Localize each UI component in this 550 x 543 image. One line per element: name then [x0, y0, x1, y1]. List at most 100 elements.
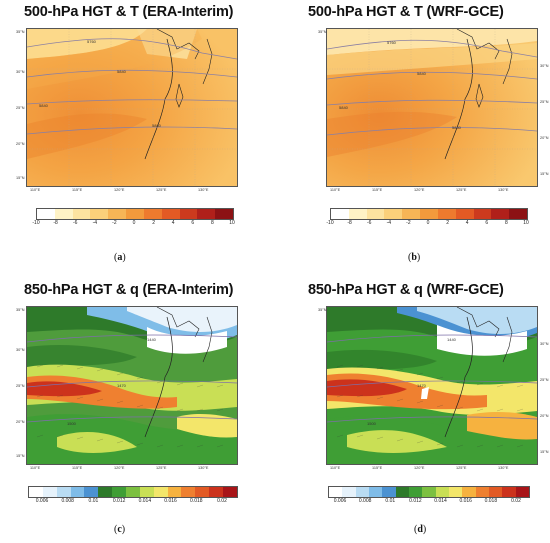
lon-label: 110°E [330, 188, 341, 192]
colorbar-swatch [29, 487, 43, 497]
colorbar-tick-label: -4 [92, 220, 98, 226]
lat-label: 35°N [16, 30, 25, 34]
colorbar-tick-label: 0.01 [88, 498, 99, 504]
colorbar-swatch [435, 487, 449, 497]
colorbar-swatch [72, 209, 91, 219]
colorbar-swatch [223, 487, 237, 497]
lon-label: 130°E [498, 466, 509, 470]
colorbar-swatch [139, 487, 154, 497]
panel-caption: (c) [114, 524, 126, 535]
contour-label: 5840 [417, 71, 427, 76]
colorbar-swatch [491, 209, 510, 219]
map-500hpa-era: 5760 5840 5840 5880 [26, 28, 238, 187]
lat-label: 20°N [16, 142, 25, 146]
colorbar-swatch [98, 487, 113, 497]
lon-label: 120°E [414, 466, 425, 470]
panel-caption: (a) [114, 252, 126, 263]
colorbar-tick-label: 0.018 [484, 498, 498, 504]
panel-d: 850-hPa HGT & q (WRF-GCE) [308, 282, 548, 542]
contour-label: 1440 [147, 337, 157, 342]
colorbar-tick-label: 0.014 [434, 498, 447, 504]
lat-label: 35°N [16, 308, 25, 312]
panel-title: 500-hPa HGT & T (ERA-Interim) [24, 4, 234, 20]
lat-label: 30°N [540, 64, 549, 68]
contour-label: 5880 [152, 123, 162, 128]
contour-label: 1440 [447, 337, 457, 342]
lat-label: 25°N [540, 100, 549, 104]
contour-label: 1470 [417, 383, 427, 388]
colorbar-swatch [195, 487, 210, 497]
lat-label: 20°N [540, 414, 549, 418]
lat-label: 15°N [540, 172, 549, 176]
colorbar-swatch [56, 487, 71, 497]
colorbar-swatch [382, 487, 396, 497]
lat-label: 30°N [16, 70, 25, 74]
colorbar-swatch [368, 487, 383, 497]
colorbar-tick-label: 0.008 [358, 498, 372, 504]
contour-label: 5760 [387, 40, 397, 45]
colorbar-swatch [462, 487, 476, 497]
lat-label: 20°N [16, 420, 25, 424]
temperature-field: 5760 5840 5840 5880 [27, 29, 237, 186]
map-500hpa-wrf: 5760 5840 5840 5880 [326, 28, 538, 187]
colorbar-swatch [153, 487, 168, 497]
colorbar-swatch [488, 487, 503, 497]
colorbar-swatch [37, 209, 55, 219]
colorbar-tick-label: 2 [446, 220, 449, 226]
lat-label: 30°N [16, 348, 25, 352]
lon-label: 115°E [372, 188, 383, 192]
colorbar-tick-label: 10 [229, 220, 235, 226]
colorbar-tick-label: 4 [465, 220, 469, 226]
colorbar-tick-label: 6 [191, 220, 195, 226]
colorbar-swatch [408, 487, 423, 497]
colorbar-tick-label: 4 [171, 220, 175, 226]
colorbar-swatch [126, 209, 144, 219]
panel-c: 850-hPa HGT & q (ERA-Interim) [16, 282, 264, 542]
colorbar-swatch [422, 487, 436, 497]
lon-label: 130°E [198, 466, 209, 470]
colorbar-swatch [209, 487, 224, 497]
colorbar-tick-label: -10 [32, 220, 40, 226]
colorbar-swatch [475, 487, 489, 497]
colorbar-tick-label: 0 [426, 220, 430, 226]
colorbar-tick-label: 0.018 [190, 498, 203, 504]
panel-a: 500-hPa HGT & T (ERA-Interim) [16, 4, 264, 264]
contour-label: 1470 [117, 383, 127, 388]
colorbar-swatch [342, 487, 356, 497]
colorbar-swatch [84, 487, 99, 497]
colorbar-tick-label: 0.02 [217, 498, 227, 504]
colorbar-tick-label: 0.006 [333, 498, 347, 504]
humidity-field: 1440 1470 1500 [27, 307, 237, 464]
colorbar-swatch [70, 487, 85, 497]
colorbar-swatch [348, 209, 367, 219]
temperature-field: 5760 5840 5840 5880 [327, 29, 537, 186]
lat-label: 30°N [540, 342, 549, 346]
colorbar-tick-label: 6 [485, 220, 489, 226]
panel-b: 500-hPa HGT & T (WRF-GCE) [308, 4, 548, 264]
colorbar [328, 486, 530, 498]
contour-label: 5840 [39, 103, 49, 108]
colorbar [36, 208, 234, 220]
colorbar-swatch [420, 209, 438, 219]
lon-label: 115°E [372, 466, 383, 470]
contour-label: 5880 [452, 125, 462, 130]
lat-label: 35°N [318, 308, 327, 312]
colorbar-swatch [161, 209, 180, 219]
contour-label: 5840 [117, 69, 127, 74]
colorbar-tick-label: 0.02 [511, 498, 521, 504]
colorbar-tick-label: -8 [53, 220, 58, 226]
colorbar-tick-label: 0.01 [385, 498, 396, 504]
colorbar-swatch [473, 209, 492, 219]
colorbar-tick-label: 8 [505, 220, 508, 226]
colorbar-swatch [366, 209, 385, 219]
lon-label: 130°E [198, 188, 209, 192]
panel-title: 500-hPa HGT & T (WRF-GCE) [308, 4, 504, 20]
contour-label: 1500 [367, 421, 377, 426]
lon-label: 120°E [414, 188, 425, 192]
colorbar-tick-label: 0.012 [112, 498, 126, 504]
colorbar-swatch [126, 487, 140, 497]
humidity-field: 1440 1470 1500 [327, 307, 537, 464]
colorbar-tick-label: 0.016 [459, 498, 472, 504]
colorbar-tick-label: -8 [347, 220, 352, 226]
colorbar-swatch [509, 209, 527, 219]
